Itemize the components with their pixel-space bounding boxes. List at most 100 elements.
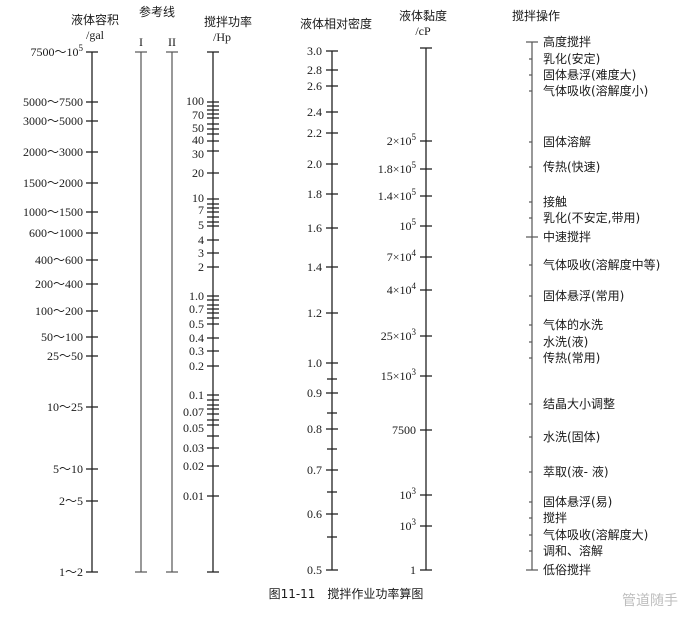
density-tick-label: 3.0 [307,44,322,58]
viscosity-axis-title: 液体黏度 [399,8,447,23]
density-tick-label: 2.0 [307,157,322,171]
volume-tick-label: 5～10 [53,462,83,476]
reference-line-2-label: II [168,35,176,49]
viscosity-tick-label: 7500 [392,423,416,437]
power-tick-label: 0.07 [183,405,204,419]
power-tick-label: 0.4 [189,331,204,345]
power-tick-label: 0.7 [189,302,204,316]
operation-label: 低俗搅拌 [543,562,591,577]
volume-tick-label: 2000～3000 [23,145,83,159]
density-tick-label: 2.2 [307,126,322,140]
operation-label: 接触 [543,194,567,209]
volume-tick-label: 25～50 [47,349,83,363]
operation-label: 固体悬浮(易) [543,495,612,509]
operation-label: 高度搅拌 [543,34,591,49]
volume-tick-label: 1000～1500 [23,205,83,219]
operation-label: 中速搅拌 [543,229,591,244]
operation-label: 搅拌 [543,510,567,525]
viscosity-tick-label: 1.4×105 [378,187,417,203]
power-tick-label: 10 [192,191,204,205]
operation-label: 气体的水洗 [543,317,603,332]
density-tick-label: 1.6 [307,221,322,235]
power-tick-label: 20 [192,166,204,180]
power-tick-label: 100 [186,94,204,108]
power-tick-label: 1.0 [189,289,204,303]
volume-tick-label: 2～5 [59,494,83,508]
density-tick-label: 2.4 [307,105,322,119]
power-tick-label: 0.5 [189,317,204,331]
volume-tick-label: 10～25 [47,400,83,414]
power-tick-label: 2 [198,260,204,274]
power-tick-label: 70 [192,108,204,122]
density-tick-label: 2.8 [307,63,322,77]
volume-tick-label: 3000～5000 [23,114,83,128]
power-tick-label: 0.05 [183,421,204,435]
volume-axis-title: 液体容积 [71,12,119,27]
operation-label: 传热(常用) [543,350,600,365]
density-tick-label: 0.9 [307,386,322,400]
density-axis-title: 液体相对密度 [300,16,372,31]
operation-label: 水洗(固体) [543,430,600,444]
volume-axis-unit: /gal [86,28,105,42]
operation-label: 乳化(安定) [543,51,600,66]
power-tick-label: 0.1 [189,388,204,402]
power-tick-label: 0.3 [189,344,204,358]
reference-lines-title: 参考线 [139,4,175,19]
volume-tick-label: 600～1000 [29,226,83,240]
viscosity-tick-label: 1 [410,563,416,577]
viscosity-tick-label: 15×103 [381,367,417,383]
density-tick-label: 1.8 [307,187,322,201]
operation-label: 水洗(液) [543,334,588,349]
viscosity-tick-label: 1.8×105 [378,160,417,176]
power-tick-label: 50 [192,121,204,135]
power-tick-label: 3 [198,246,204,260]
volume-tick-label: 400～600 [35,253,83,267]
power-axis-unit: /Hp [213,30,231,44]
viscosity-tick-label: 103 [400,517,417,533]
power-tick-label: 0.03 [183,441,204,455]
density-tick-label: 1.2 [307,306,322,320]
density-tick-label: 0.7 [307,463,322,477]
volume-tick-label: 200～400 [35,277,83,291]
viscosity-tick-label: 4×104 [387,281,417,297]
watermark: 管道随手 [622,593,678,609]
volume-tick-label: 5000～7500 [23,95,83,109]
operation-label: 气体吸收(溶解度中等) [543,257,660,272]
viscosity-axis-unit: /cP [415,24,431,38]
viscosity-tick-label: 105 [400,217,417,233]
volume-tick-label: 7500～105 [30,43,83,59]
power-tick-label: 4 [198,233,204,247]
density-tick-label: 0.5 [307,563,322,577]
operation-label: 传热(快速) [543,159,600,174]
figure-caption: 图11-11 搅拌作业功率算图 [269,586,424,601]
operation-label: 气体吸收(溶解度大) [543,527,648,542]
power-tick-label: 0.2 [189,359,204,373]
density-tick-label: 1.4 [307,260,322,274]
density-tick-label: 1.0 [307,356,322,370]
volume-tick-label: 100～200 [35,304,83,318]
power-tick-label: 0.01 [183,489,204,503]
volume-tick-label: 50～100 [41,330,83,344]
operation-label: 固体悬浮(常用) [543,289,624,303]
operation-label: 固体悬浮(难度大) [543,67,636,82]
operation-label: 调和、溶解 [543,543,603,558]
volume-tick-label: 1500～2000 [23,176,83,190]
power-tick-label: 0.02 [183,459,204,473]
viscosity-tick-label: 103 [400,486,417,502]
operation-label: 结晶大小调整 [543,396,615,411]
operation-label: 固体溶解 [543,134,591,149]
operation-label: 萃取(液- 液) [543,464,609,479]
power-tick-label: 30 [192,147,204,161]
operation-label: 乳化(不安定,带用) [543,210,640,225]
density-tick-label: 2.6 [307,79,322,93]
viscosity-tick-label: 7×104 [387,248,417,264]
power-tick-label: 5 [198,218,204,232]
viscosity-tick-label: 25×103 [381,327,417,343]
power-axis-title: 搅拌功率 [204,14,252,29]
density-tick-label: 0.6 [307,507,322,521]
power-tick-label: 40 [192,133,204,147]
density-tick-label: 0.8 [307,422,322,436]
operation-axis-title: 搅拌操作 [512,8,560,23]
power-tick-label: 7 [198,203,204,217]
